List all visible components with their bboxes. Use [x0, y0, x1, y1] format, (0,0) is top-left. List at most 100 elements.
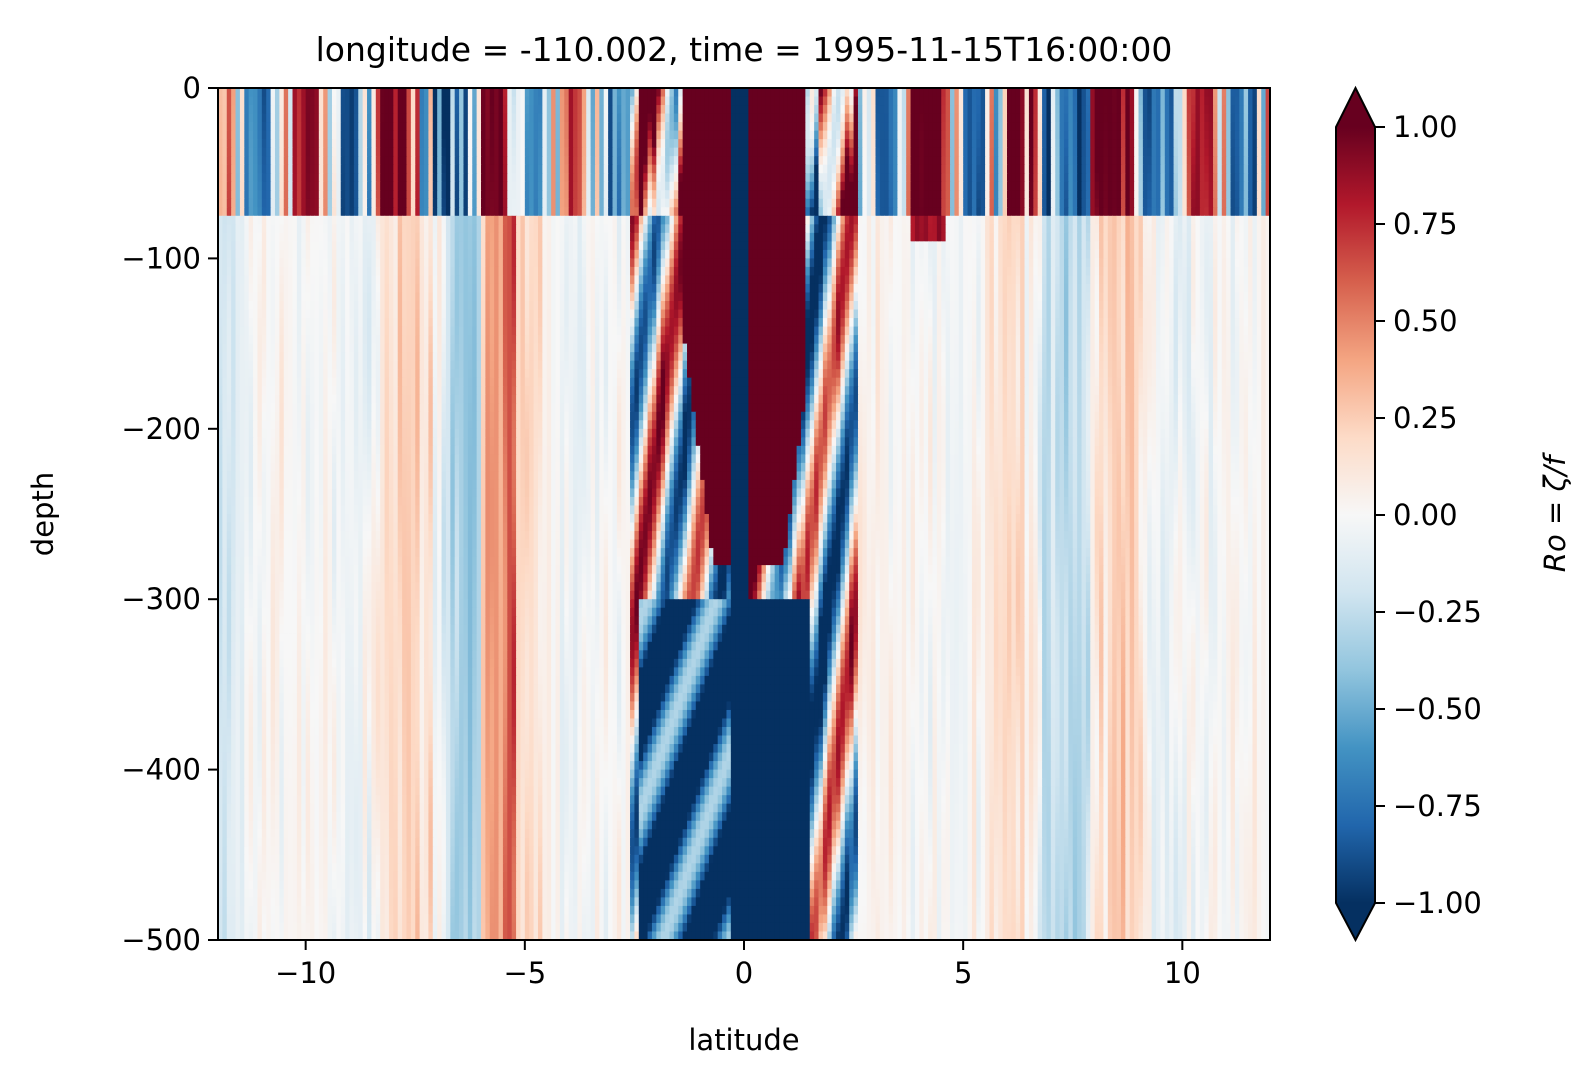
heatmap-cell — [1208, 122, 1214, 132]
heatmap-cell — [305, 122, 311, 132]
heatmap-cell — [288, 224, 294, 234]
heatmap-cell — [638, 241, 644, 251]
heatmap-cell — [542, 139, 548, 149]
heatmap-cell — [923, 190, 929, 200]
heatmap-cell — [1221, 105, 1227, 115]
heatmap-cell — [235, 258, 241, 268]
heatmap-cell — [244, 130, 250, 140]
heatmap-cell — [305, 258, 311, 268]
heatmap-cell — [1221, 113, 1227, 123]
heatmap-cell — [827, 96, 833, 106]
heatmap-cell — [822, 198, 828, 208]
heatmap-cell — [1234, 96, 1240, 106]
heatmap-cell — [1239, 181, 1245, 191]
heatmap-cell — [1028, 232, 1034, 242]
heatmap-cell — [1239, 224, 1245, 234]
heatmap-cell — [239, 207, 245, 217]
heatmap-cell — [463, 113, 469, 123]
heatmap-cell — [1217, 130, 1223, 140]
heatmap-cell — [945, 122, 951, 132]
heatmap-cell — [651, 224, 657, 234]
heatmap-cell — [919, 130, 925, 140]
heatmap-cell — [985, 122, 991, 132]
heatmap-cell — [485, 105, 491, 115]
heatmap-cell — [1243, 105, 1249, 115]
heatmap-cell — [844, 122, 850, 132]
heatmap-cell — [1252, 105, 1258, 115]
heatmap-cell — [472, 173, 478, 183]
heatmap-cell — [415, 224, 421, 234]
heatmap-cell — [713, 139, 719, 149]
heatmap-cell — [822, 122, 828, 132]
heatmap-cell — [1081, 105, 1087, 115]
heatmap-cell — [796, 147, 802, 157]
heatmap-cell — [489, 147, 495, 157]
heatmap-cell — [1072, 113, 1078, 123]
heatmap-cell — [993, 181, 999, 191]
heatmap-cell — [735, 164, 741, 174]
heatmap-cell — [906, 241, 912, 251]
heatmap-cell — [296, 164, 302, 174]
heatmap-cell — [590, 156, 596, 166]
heatmap-cell — [441, 232, 447, 242]
heatmap-cell — [594, 147, 600, 157]
heatmap-cell — [603, 139, 609, 149]
heatmap-cell — [327, 164, 333, 174]
heatmap-cell — [393, 241, 399, 251]
heatmap-cell — [481, 173, 486, 183]
heatmap-cell — [349, 198, 355, 208]
heatmap-cell — [1085, 156, 1091, 166]
heatmap-cell — [840, 190, 846, 200]
heatmap-cell — [1116, 147, 1122, 157]
heatmap-cell — [722, 147, 728, 157]
heatmap-cell — [402, 190, 408, 200]
heatmap-cell — [730, 207, 736, 217]
heatmap-cell — [1243, 241, 1249, 251]
heatmap-cell — [402, 232, 408, 242]
heatmap-cell — [253, 215, 259, 225]
heatmap-cell — [353, 130, 359, 140]
heatmap-cell — [1169, 139, 1175, 149]
heatmap-cell — [695, 181, 701, 191]
heatmap-cell — [590, 249, 596, 259]
heatmap-cell — [564, 190, 570, 200]
heatmap-cell — [647, 105, 653, 115]
heatmap-cell — [704, 173, 710, 183]
heatmap-cell — [945, 207, 951, 217]
heatmap-cell — [1099, 173, 1105, 183]
heatmap-cell — [467, 88, 473, 98]
heatmap-cell — [1151, 232, 1157, 242]
heatmap-cell — [761, 241, 767, 251]
heatmap-cell — [235, 130, 241, 140]
heatmap-cell — [796, 130, 802, 140]
heatmap-cell — [537, 122, 543, 132]
heatmap-cell — [1177, 113, 1183, 123]
heatmap-cell — [993, 207, 999, 217]
heatmap-cell — [1120, 88, 1126, 98]
heatmap-cell — [1221, 122, 1227, 132]
heatmap-cell — [971, 249, 977, 259]
heatmap-cell — [818, 224, 824, 234]
heatmap-cell — [239, 105, 245, 115]
heatmap-cell — [1081, 139, 1087, 149]
heatmap-cell — [476, 173, 482, 183]
heatmap-cell — [796, 241, 802, 251]
heatmap-cell — [235, 215, 241, 225]
heatmap-cell — [1226, 139, 1232, 149]
heatmap-cell — [1147, 113, 1153, 123]
heatmap-cell — [985, 198, 991, 208]
heatmap-cell — [305, 88, 311, 98]
heatmap-cell — [546, 88, 552, 98]
heatmap-cell — [1217, 88, 1223, 98]
heatmap-cell — [375, 190, 381, 200]
heatmap-cell — [424, 113, 429, 123]
heatmap-cell — [779, 207, 785, 217]
heatmap-cell — [1173, 105, 1179, 115]
heatmap-cell — [1156, 113, 1162, 123]
heatmap-cell — [950, 198, 955, 208]
heatmap-cell — [445, 88, 451, 98]
heatmap-cell — [1020, 224, 1026, 234]
heatmap-cell — [660, 164, 666, 174]
heatmap-cell — [327, 232, 333, 242]
heatmap-cell — [687, 156, 692, 166]
